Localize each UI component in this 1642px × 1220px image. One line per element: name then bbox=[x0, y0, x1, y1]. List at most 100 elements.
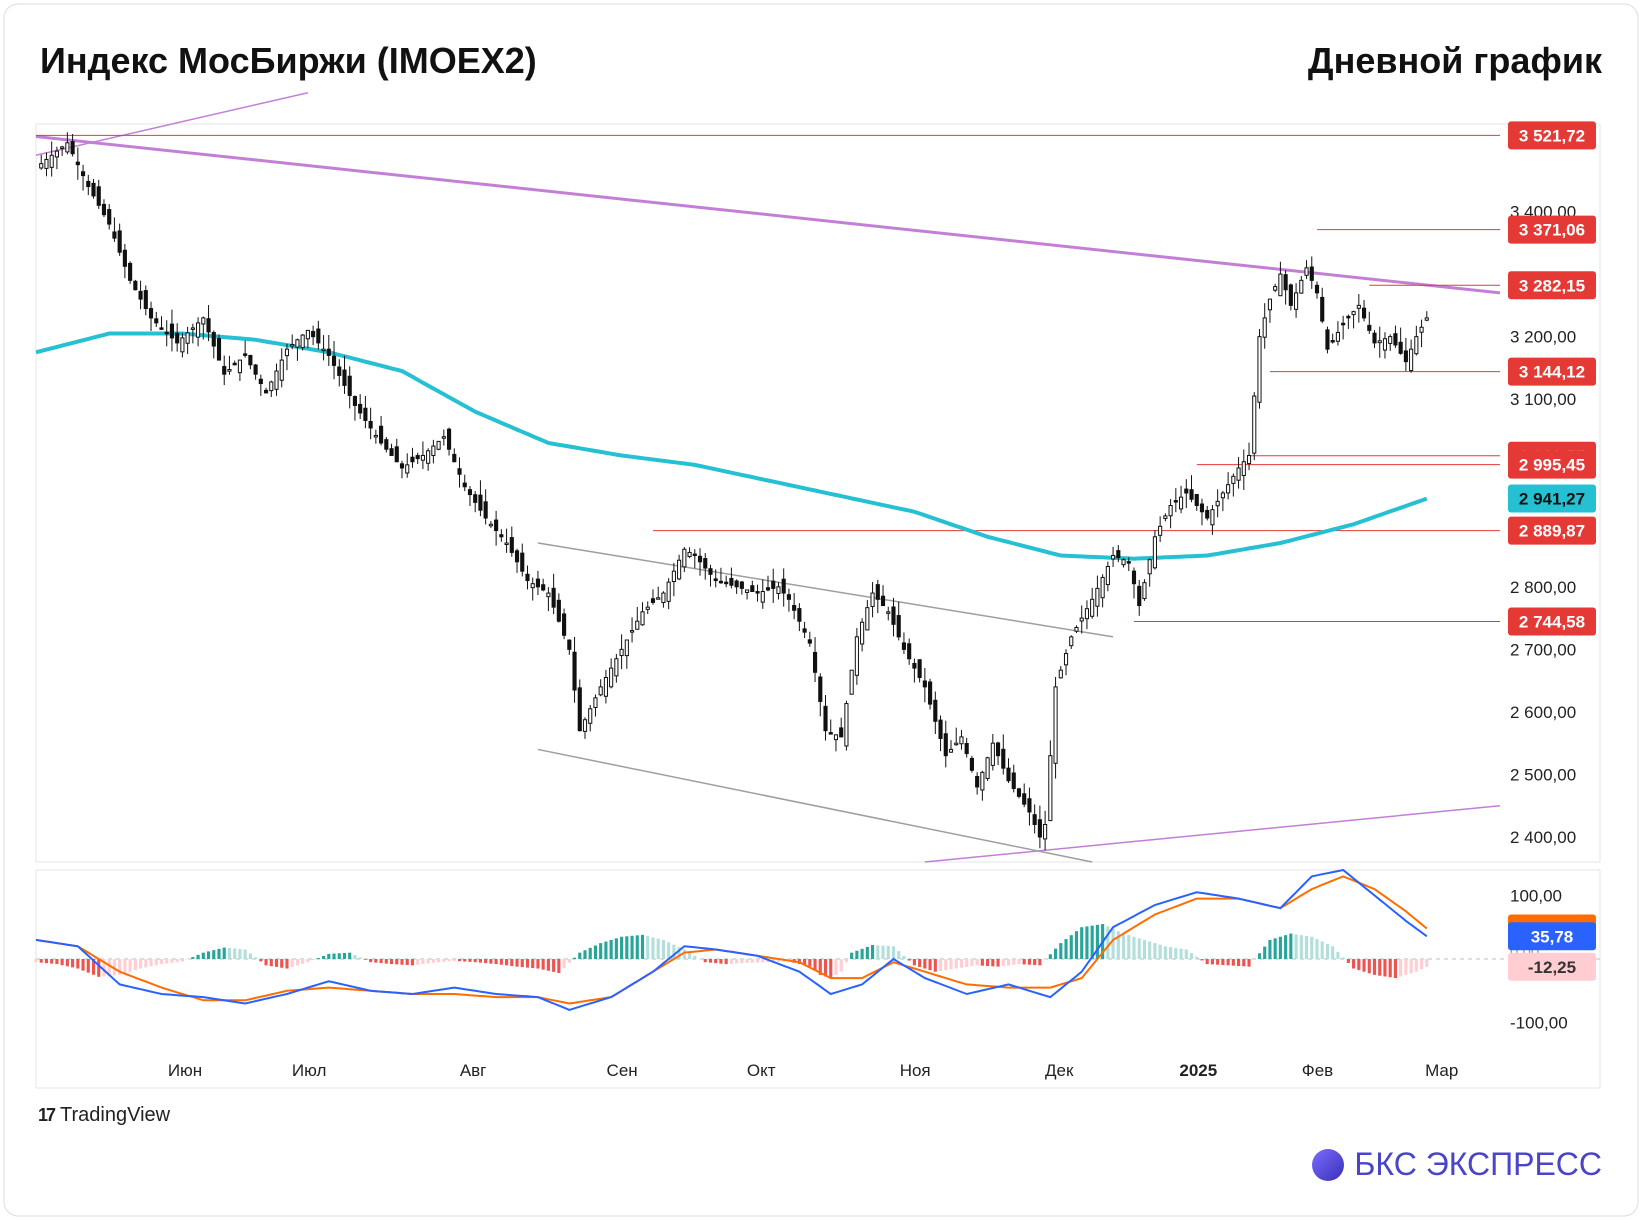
macd-histogram-bar bbox=[1095, 924, 1099, 959]
macd-histogram-bar bbox=[243, 949, 247, 959]
macd-histogram-bar bbox=[348, 952, 352, 959]
macd-histogram-bar bbox=[1362, 959, 1366, 972]
macd-histogram-bar bbox=[97, 959, 101, 977]
candle-body bbox=[164, 331, 169, 335]
candle-body bbox=[551, 587, 556, 608]
macd-value-label: -12,25 bbox=[1528, 958, 1576, 977]
candle-body bbox=[860, 621, 865, 645]
candle-body bbox=[943, 733, 948, 757]
price-level-label: 2 995,45 bbox=[1519, 456, 1585, 475]
candle-body bbox=[243, 353, 248, 356]
candle-body bbox=[901, 642, 907, 650]
macd-histogram-bar bbox=[144, 959, 148, 968]
macd-histogram-bar bbox=[1158, 944, 1162, 959]
candle-body bbox=[452, 453, 457, 463]
candle-body bbox=[1199, 503, 1205, 513]
macd-histogram-bar bbox=[1341, 957, 1345, 959]
macd-histogram-bar bbox=[118, 959, 122, 975]
candle-body bbox=[269, 381, 274, 392]
macd-histogram-bar bbox=[332, 953, 336, 959]
macd-histogram-bar bbox=[484, 959, 488, 964]
candle-body bbox=[133, 280, 138, 291]
candle-body bbox=[975, 776, 980, 788]
macd-histogram-bar bbox=[996, 959, 1000, 967]
candle-body bbox=[86, 180, 91, 188]
candle-body bbox=[891, 606, 896, 625]
macd-histogram-bar bbox=[1299, 935, 1303, 959]
macd-histogram-bar bbox=[1352, 959, 1356, 969]
candle-body bbox=[520, 552, 525, 572]
macd-histogram-bar bbox=[1179, 948, 1183, 959]
candle-body bbox=[928, 681, 933, 705]
time-axis-tick: 2025 bbox=[1179, 1061, 1217, 1080]
candle-body bbox=[865, 607, 870, 631]
macd-histogram-bar bbox=[238, 948, 242, 959]
macd-histogram-bar bbox=[970, 959, 974, 967]
macd-histogram-bar bbox=[1106, 926, 1110, 959]
candle-body bbox=[995, 742, 1001, 757]
candle-body bbox=[734, 580, 739, 588]
bks-icon bbox=[1312, 1148, 1345, 1181]
candle-body bbox=[154, 318, 159, 324]
upper-trendline bbox=[35, 91, 309, 157]
candle-body bbox=[352, 396, 358, 406]
macd-histogram-bar bbox=[829, 959, 833, 979]
candle-body bbox=[682, 548, 687, 568]
macd-histogram-bar bbox=[1090, 925, 1094, 959]
macd-histogram-bar bbox=[71, 959, 75, 968]
macd-histogram-bar bbox=[1205, 959, 1209, 965]
macd-histogram-bar bbox=[912, 959, 916, 966]
candle-body bbox=[990, 742, 995, 766]
macd-histogram-bar bbox=[928, 959, 932, 971]
candle-body bbox=[1299, 279, 1304, 294]
candle-body bbox=[49, 154, 54, 168]
candle-body bbox=[1048, 755, 1053, 822]
candle-body bbox=[253, 364, 258, 375]
candle-body bbox=[697, 555, 703, 563]
time-axis-tick: Ноя bbox=[900, 1061, 931, 1080]
macd-histogram-bar bbox=[871, 945, 875, 959]
candle-body bbox=[1231, 475, 1236, 484]
macd-histogram-bar bbox=[369, 959, 373, 963]
macd-histogram-bar bbox=[1336, 951, 1340, 959]
candle-body bbox=[394, 446, 399, 463]
macd-histogram-bar bbox=[159, 959, 164, 965]
macd-histogram-bar bbox=[222, 947, 226, 959]
price-level-label-box bbox=[1508, 450, 1596, 479]
macd-histogram-bar bbox=[1074, 931, 1079, 959]
candle-body bbox=[358, 403, 363, 414]
macd-value-label-box bbox=[1508, 922, 1596, 951]
candle-body bbox=[1074, 626, 1079, 632]
macd-histogram-bar bbox=[1378, 959, 1382, 976]
macd-histogram-bar bbox=[1425, 959, 1429, 967]
candle-body bbox=[138, 290, 143, 300]
macd-histogram-bar bbox=[557, 959, 561, 973]
macd-histogram-bar bbox=[1132, 936, 1136, 959]
oscillator-panel-border bbox=[35, 869, 1601, 1089]
candle-body bbox=[478, 494, 483, 511]
macd-histogram-bar bbox=[944, 959, 948, 971]
macd-histogram-bar bbox=[933, 959, 937, 972]
macd-histogram-bar bbox=[44, 959, 49, 964]
candle-body bbox=[196, 322, 201, 338]
macd-histogram-bar bbox=[1414, 959, 1418, 972]
macd-histogram-bar bbox=[620, 936, 624, 959]
macd-histogram-bar bbox=[1048, 954, 1052, 959]
macd-histogram-bar bbox=[949, 959, 953, 970]
macd-histogram-bar bbox=[342, 952, 347, 959]
macd-histogram-bar bbox=[55, 959, 59, 965]
candle-body bbox=[169, 323, 175, 339]
price-axis-tick: 2 400,00 bbox=[1510, 828, 1576, 847]
candle-body bbox=[1037, 819, 1042, 838]
macd-histogram-bar bbox=[123, 959, 127, 974]
candle-body bbox=[373, 434, 378, 438]
candle-body bbox=[321, 348, 326, 352]
candle-body bbox=[206, 318, 211, 333]
candle-body bbox=[1168, 505, 1173, 517]
macd-histogram-bar bbox=[322, 955, 326, 959]
candle-body bbox=[656, 597, 661, 600]
macd-histogram-bar bbox=[714, 959, 718, 964]
candle-body bbox=[1309, 266, 1314, 281]
candle-body bbox=[1325, 329, 1330, 350]
candle-body bbox=[713, 578, 718, 582]
